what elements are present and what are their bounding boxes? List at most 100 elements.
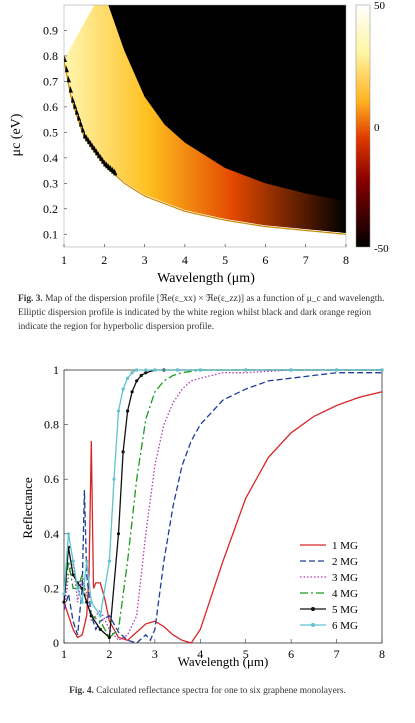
series-point xyxy=(85,559,89,563)
figure-4-caption-text: Calculated reflectance spectra for one t… xyxy=(96,686,346,696)
series-point xyxy=(130,371,134,375)
y-axis-label: μc (eV) xyxy=(9,113,24,156)
colorbar-tick-mid: 0 xyxy=(374,122,380,134)
legend-label: 2 MG xyxy=(332,556,358,568)
series-point xyxy=(198,368,202,372)
x-tick-label: 1 xyxy=(61,253,67,267)
x-axis-label: Wavelength (μm) xyxy=(157,271,255,286)
series-point xyxy=(289,368,293,372)
y-axis-label: Reflectance xyxy=(20,477,35,539)
series-point xyxy=(98,627,102,631)
legend-label: 1 MG xyxy=(332,540,358,552)
series-line-3mg xyxy=(63,369,382,642)
series-point xyxy=(176,368,180,372)
colorbar-tick-top: 50 xyxy=(374,0,386,12)
series-point xyxy=(116,532,121,536)
x-tick-label: 8 xyxy=(379,647,385,661)
series-point xyxy=(380,368,384,372)
y-tick-label: 0.6 xyxy=(44,472,59,486)
x-tick-label: 2 xyxy=(101,253,107,267)
hyperbolic-region xyxy=(108,5,346,202)
legend-label: 6 MG xyxy=(332,620,358,632)
series-point xyxy=(98,614,102,618)
series-point xyxy=(71,559,75,563)
series-point xyxy=(126,409,130,413)
y-tick-label: 1 xyxy=(53,363,59,377)
series-point xyxy=(62,592,66,596)
series-point xyxy=(121,387,125,391)
x-tick-label: 5 xyxy=(243,647,249,661)
series-point xyxy=(116,409,121,413)
series-point xyxy=(126,376,130,380)
plot-frame xyxy=(63,4,347,248)
series-point xyxy=(144,371,148,375)
series-point xyxy=(71,573,75,577)
series-point xyxy=(112,477,116,481)
legend-marker xyxy=(311,607,315,611)
legend-label: 4 MG xyxy=(332,588,358,600)
x-tick-label: 3 xyxy=(142,253,148,267)
figure-3-label: Fig. 3. xyxy=(18,294,43,304)
series-point xyxy=(85,600,89,604)
x-tick-label: 6 xyxy=(288,647,294,661)
x-tick-label: 3 xyxy=(152,647,158,661)
y-axis-ticks: 0.1 0.2 0.3 0.4 0.5 0.6 0.7 0.8 0.9 xyxy=(43,23,67,241)
series-point xyxy=(335,368,339,372)
series-point xyxy=(139,373,143,378)
y-tick-label: 0.4 xyxy=(43,151,58,165)
series-point xyxy=(107,635,111,640)
y-tick-label: 0.1 xyxy=(43,227,58,241)
x-tick-label: 7 xyxy=(303,253,309,267)
series-group xyxy=(62,368,384,644)
colorbar-tick-bottom: -50 xyxy=(374,243,389,255)
series-point xyxy=(135,379,139,383)
figure-3-caption-text: Map of the dispersion profile [ℜe(ε_xx) … xyxy=(18,294,385,332)
figure-4-label: Fig. 4. xyxy=(69,686,94,696)
legend-marker xyxy=(311,623,315,627)
y-tick-label: 0.7 xyxy=(43,74,58,88)
y-tick-label: 0.2 xyxy=(43,202,58,216)
figure-4-caption: Fig. 4. Calculated reflectance spectra f… xyxy=(0,684,415,698)
y-tick-label: 0.9 xyxy=(43,23,58,37)
x-tick-label: 2 xyxy=(106,647,112,661)
series-point xyxy=(80,600,84,604)
series-point xyxy=(153,368,157,372)
figure-3-heatmap: 1 2 3 4 5 6 7 8 0.1 0.2 0.3 0.4 0.5 0.6 0.7 0.8 0.9 Wav… xyxy=(9,0,389,286)
x-tick-label: 1 xyxy=(61,647,67,661)
series-point xyxy=(66,532,71,536)
y-axis-ticks: 0 0.2 0.4 0.6 0.8 1 xyxy=(44,363,68,650)
y-tick-label: 0.6 xyxy=(43,100,58,114)
series-point xyxy=(89,614,93,618)
legend-label: 5 MG xyxy=(332,604,358,616)
series-line-1mg xyxy=(63,391,383,644)
x-tick-label: 6 xyxy=(262,253,268,267)
series-point xyxy=(135,368,139,372)
series-point xyxy=(130,390,134,394)
x-tick-label: 7 xyxy=(334,647,340,661)
figure-3-caption: Fig. 3. Map of the dispersion profile [ℜ… xyxy=(18,292,400,334)
legend: 1 MG 2 MG 3 MG 4 MG 5 MG 6 MG xyxy=(296,534,378,632)
series-point xyxy=(144,368,148,372)
y-tick-label: 0.8 xyxy=(44,418,59,432)
heatmap-plot-area xyxy=(64,5,346,247)
series-point xyxy=(89,600,93,604)
y-tick-label: 0.5 xyxy=(43,125,58,139)
series-point xyxy=(244,368,248,372)
y-tick-label: 0.3 xyxy=(43,176,58,190)
colorbar xyxy=(355,4,371,248)
series-point xyxy=(62,600,66,604)
x-tick-label: 4 xyxy=(197,647,203,661)
legend-label: 3 MG xyxy=(332,572,358,584)
x-axis-ticks: 1 2 3 4 5 6 7 8 xyxy=(61,244,349,267)
y-tick-label: 0.2 xyxy=(44,581,59,595)
y-tick-label: 0.8 xyxy=(43,49,58,63)
x-axis-label: Wavelength (μm) xyxy=(178,654,269,669)
x-axis-ticks: 1 2 3 4 5 6 7 8 xyxy=(61,639,385,661)
series-point xyxy=(121,450,125,454)
y-tick-label: 0 xyxy=(53,636,59,650)
series-point xyxy=(76,586,80,590)
legend-box xyxy=(296,534,378,632)
x-tick-label: 8 xyxy=(343,253,349,267)
y-tick-label: 0.4 xyxy=(44,527,59,541)
